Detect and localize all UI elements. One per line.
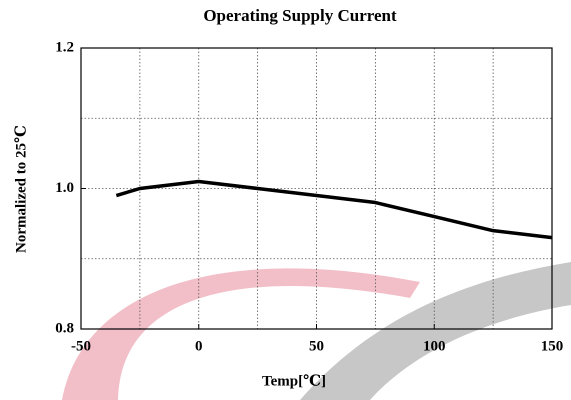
y-tick-label: 0.8: [55, 320, 74, 336]
x-tick-label: 150: [541, 338, 564, 354]
x-tick-label: 100: [423, 338, 446, 354]
watermark-arc: [300, 262, 571, 400]
x-tick-label: -50: [71, 338, 91, 354]
y-tick-label: 1.0: [55, 180, 74, 196]
y-axis-label: Normalized to 25℃: [13, 125, 29, 253]
x-tick-label: 50: [309, 338, 324, 354]
y-tick-label: 1.2: [55, 39, 74, 55]
data-line: [115, 179, 553, 240]
x-axis-label: Temp[℃]: [262, 373, 326, 389]
watermark-arc: [62, 268, 420, 400]
chart-title: Operating Supply Current: [203, 6, 397, 25]
x-tick-label: 0: [195, 338, 203, 354]
